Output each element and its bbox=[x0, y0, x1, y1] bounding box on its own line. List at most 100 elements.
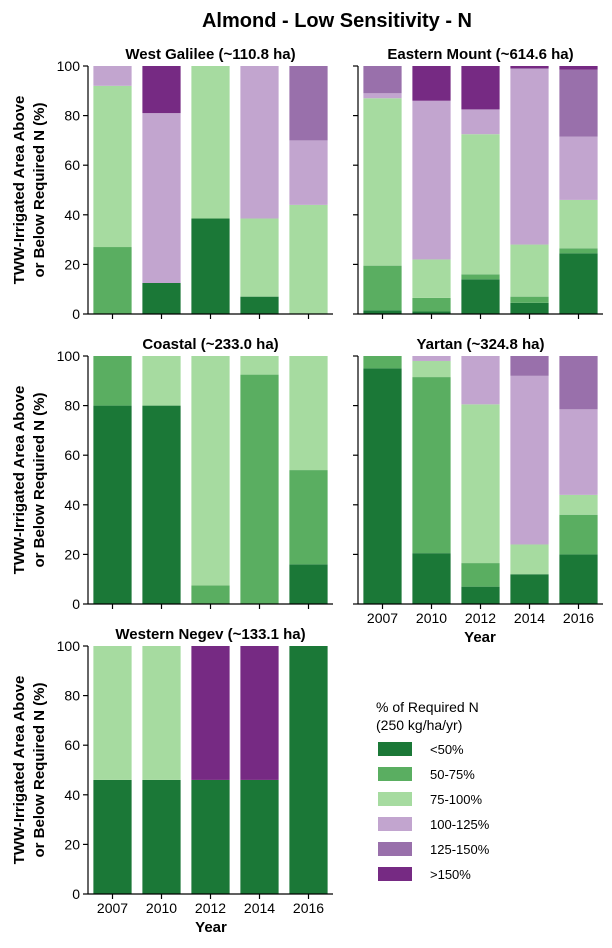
bar-segment-2010-50-75 bbox=[412, 297, 451, 312]
bar-segment-2014-100-125 bbox=[240, 66, 279, 219]
legend-label: <50% bbox=[430, 742, 464, 757]
x-axis-label-yartan: Year bbox=[464, 629, 496, 646]
legend-title-line2: (250 kg/ha/yr) bbox=[376, 717, 462, 733]
bar-segment-2016-75-100 bbox=[289, 204, 328, 314]
bar-segment-2010-lt50 bbox=[142, 283, 181, 314]
y-tick-label: 60 bbox=[64, 447, 80, 463]
bar-segment-2014-lt50 bbox=[510, 302, 549, 314]
y-tick-label: 0 bbox=[72, 886, 80, 902]
y-axis-label-line1: TWW-Irrigated Area Above bbox=[11, 386, 28, 575]
legend-swatch bbox=[378, 867, 412, 881]
legend: % of Required N (250 kg/ha/yr) <50% 50-75… bbox=[376, 699, 490, 882]
bar-segment-2016-125-150 bbox=[559, 356, 598, 410]
bar-segment-2016-75-100 bbox=[289, 356, 328, 471]
bar-segment-2016-50-75 bbox=[559, 248, 598, 254]
bar-segment-2012-gt150 bbox=[461, 66, 500, 110]
bar-segment-2016-100-125 bbox=[559, 136, 598, 200]
bar-segment-2007-100-125 bbox=[363, 93, 402, 99]
bar-segment-2012-50-75 bbox=[461, 274, 500, 280]
bar-segment-2010-75-100 bbox=[142, 356, 181, 406]
legend-title-line1: % of Required N bbox=[376, 699, 479, 715]
y-axis-label-row1: TWW-Irrigated Area Above or Below Requir… bbox=[11, 96, 48, 285]
legend-swatch bbox=[378, 792, 412, 806]
bar-segment-2014-50-75 bbox=[510, 296, 549, 303]
bar-segment-2010-100-125 bbox=[412, 356, 451, 361]
bar-segment-2010-100-125 bbox=[142, 113, 181, 284]
y-tick-label: 60 bbox=[64, 737, 80, 753]
y-axis-label-line2: or Below Required N (%) bbox=[31, 102, 48, 277]
y-tick-label: 80 bbox=[64, 108, 80, 124]
bar-segment-2007-lt50 bbox=[93, 405, 132, 604]
bar-segment-2016-50-75 bbox=[559, 514, 598, 555]
bar-segment-2010-100-125 bbox=[412, 100, 451, 260]
bar-segment-2012-75-100 bbox=[191, 66, 230, 219]
y-axis-label-line1: TWW-Irrigated Area Above bbox=[11, 676, 28, 865]
x-tick-label: 2014 bbox=[244, 900, 275, 916]
panel-title: Coastal (~233.0 ha) bbox=[142, 336, 278, 353]
legend-items: <50% 50-75% 75-100% 100-125% 125-150% >150% bbox=[378, 742, 490, 882]
x-tick-label: 2016 bbox=[563, 610, 594, 626]
legend-label: 100-125% bbox=[430, 817, 490, 832]
bar-segment-2010-lt50 bbox=[412, 311, 451, 314]
y-tick-label: 80 bbox=[64, 688, 80, 704]
y-tick-label: 20 bbox=[64, 836, 80, 852]
bar-segment-2010-75-100 bbox=[412, 259, 451, 298]
bar-segment-2012-lt50 bbox=[191, 218, 230, 314]
bar-segment-2012-100-125 bbox=[461, 356, 500, 405]
bar-segment-2007-75-100 bbox=[93, 646, 132, 780]
bar-segment-2014-75-100 bbox=[240, 356, 279, 375]
bar-segment-2012-75-100 bbox=[461, 134, 500, 275]
y-axis-label-line1: TWW-Irrigated Area Above bbox=[11, 96, 28, 285]
bar-segment-2007-lt50 bbox=[363, 368, 402, 604]
y-tick-label: 20 bbox=[64, 546, 80, 562]
y-tick-label: 40 bbox=[64, 497, 80, 513]
bar-segment-2014-75-100 bbox=[510, 544, 549, 575]
bar-segment-2014-100-125 bbox=[510, 375, 549, 545]
x-tick-label: 2014 bbox=[514, 610, 545, 626]
bar-segment-2010-gt150 bbox=[142, 66, 181, 114]
panel-title: West Galilee (~110.8 ha) bbox=[125, 46, 295, 63]
bar-segment-2012-lt50 bbox=[191, 779, 230, 894]
y-tick-label: 40 bbox=[64, 787, 80, 803]
bar-segment-2010-gt150 bbox=[412, 66, 451, 101]
x-tick-label: 2012 bbox=[465, 610, 496, 626]
bar-segment-2014-lt50 bbox=[510, 574, 549, 604]
bar-segment-2014-50-75 bbox=[240, 374, 279, 604]
bar-segment-2014-gt150 bbox=[240, 646, 279, 780]
bar-segment-2014-lt50 bbox=[240, 296, 279, 314]
bar-segment-2007-100-125 bbox=[93, 66, 132, 86]
y-tick-label: 0 bbox=[72, 306, 80, 322]
bar-segment-2014-125-150 bbox=[510, 356, 549, 376]
legend-swatch bbox=[378, 742, 412, 756]
x-tick-label: 2010 bbox=[146, 900, 177, 916]
bar-segment-2010-75-100 bbox=[412, 360, 451, 378]
legend-swatch bbox=[378, 842, 412, 856]
bar-segment-2007-50-75 bbox=[363, 356, 402, 369]
y-axis-label-row3: TWW-Irrigated Area Above or Below Requir… bbox=[11, 676, 48, 865]
bar-segment-2010-lt50 bbox=[142, 779, 181, 894]
bar-segment-2007-75-100 bbox=[93, 85, 132, 248]
panel-yartan: Yartan (~324.8 ha) 2007 2010 2012 2014 2016 bbox=[353, 336, 603, 626]
bar-segment-2012-75-100 bbox=[461, 404, 500, 564]
panel-title: Eastern Mount (~614.6 ha) bbox=[387, 46, 573, 63]
bar-segment-2012-100-125 bbox=[461, 109, 500, 135]
x-tick-label: 2007 bbox=[367, 610, 398, 626]
bar-segment-2007-50-75 bbox=[93, 247, 132, 314]
panel-title: Yartan (~324.8 ha) bbox=[417, 336, 545, 353]
y-tick-label: 100 bbox=[57, 58, 81, 74]
panel-western-negev: Western Negev (~133.1 ha)2007 2010 2012 201… bbox=[57, 626, 333, 916]
y-tick-label: 0 bbox=[72, 596, 80, 612]
legend-label: >150% bbox=[430, 867, 471, 882]
panel-eastern-mount: Eastern Mount (~614.6 ha) bbox=[353, 46, 603, 319]
legend-label: 50-75% bbox=[430, 767, 475, 782]
bar-segment-2016-lt50 bbox=[559, 554, 598, 604]
y-tick-label: 40 bbox=[64, 207, 80, 223]
bar-segment-2012-lt50 bbox=[461, 586, 500, 604]
legend-label: 75-100% bbox=[430, 792, 482, 807]
bar-segment-2010-50-75 bbox=[412, 377, 451, 554]
bar-segment-2007-125-150 bbox=[363, 66, 402, 94]
bar-segment-2010-lt50 bbox=[412, 553, 451, 604]
y-tick-label: 100 bbox=[57, 638, 81, 654]
y-axis-label-line2: or Below Required N (%) bbox=[31, 392, 48, 567]
